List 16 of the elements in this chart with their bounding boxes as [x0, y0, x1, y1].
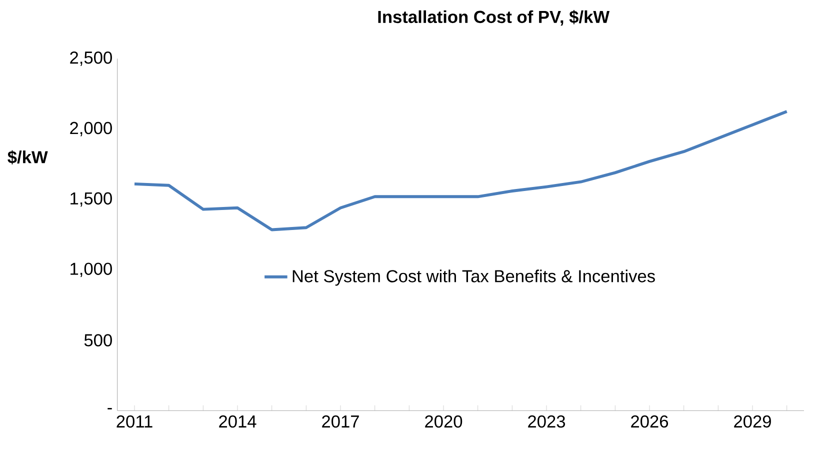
y-tick-label: 500 [84, 334, 112, 346]
y-tick-label: 1,500 [70, 192, 112, 207]
y-axis-title: $/kW [8, 150, 48, 164]
y-tick-label: 2,500 [70, 51, 112, 66]
x-tick-label: 2023 [528, 415, 566, 428]
chart-title: Installation Cost of PV, $/kW [378, 10, 610, 26]
x-tick-label: 2020 [425, 415, 462, 428]
x-tick-label: 2026 [631, 415, 668, 428]
x-tick-label: 2029 [734, 415, 771, 428]
y-tick-label: 2,000 [70, 122, 112, 136]
x-tick-label: 2014 [219, 415, 256, 428]
x-tick-label: 2017 [322, 415, 359, 428]
legend-label: Net System Cost with Tax Benefits & Incentives [292, 270, 655, 286]
x-tick-label: 2011 [116, 415, 152, 428]
y-tick-label: - [108, 408, 112, 410]
y-tick-label: 1,000 [70, 262, 112, 278]
